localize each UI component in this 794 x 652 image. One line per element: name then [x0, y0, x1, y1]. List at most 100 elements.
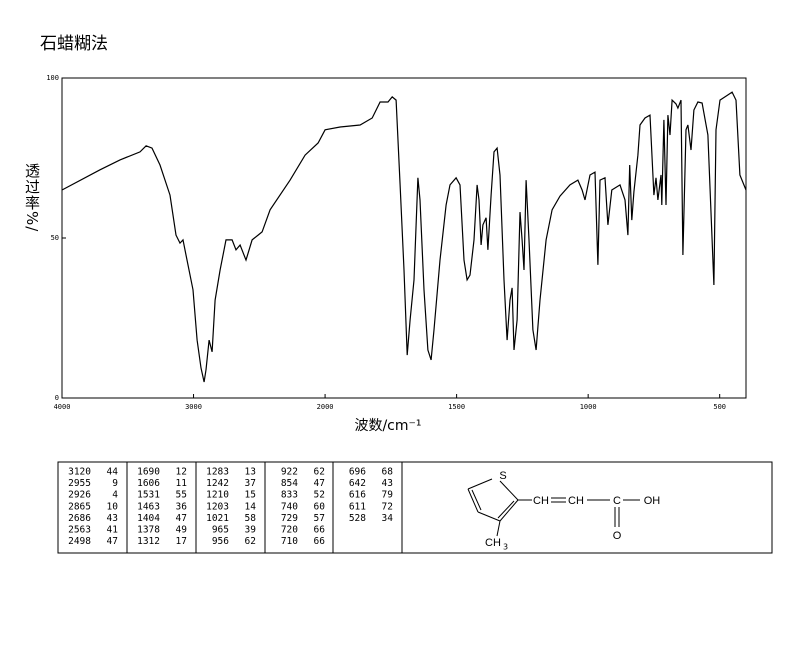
- peak-wavenumber: 922: [281, 467, 298, 478]
- x-axis-label: 波数/cm⁻¹: [354, 418, 421, 434]
- y-tick-label: 0: [55, 394, 59, 402]
- peak-transmittance: 14: [245, 501, 257, 512]
- peak-transmittance: 62: [314, 467, 325, 478]
- y-tick-label: 50: [51, 234, 59, 242]
- atom-label: CH: [533, 495, 549, 507]
- structure: [467, 478, 640, 537]
- peak-wavenumber: 696: [349, 467, 366, 478]
- bond: [499, 480, 519, 501]
- atom-label: O: [613, 530, 622, 542]
- peak-wavenumber: 956: [212, 536, 229, 547]
- peak-transmittance: 12: [176, 467, 187, 478]
- atom-label: OH: [644, 495, 661, 507]
- peak-wavenumber: 1690: [137, 467, 160, 478]
- spectrum-line: [61, 91, 747, 383]
- peak-wavenumber: 729: [281, 513, 298, 524]
- peak-wavenumber: 3120: [68, 467, 91, 478]
- peak-transmittance: 60: [314, 501, 326, 512]
- peak-transmittance: 47: [314, 478, 325, 489]
- peak-transmittance: 44: [107, 467, 119, 478]
- peak-transmittance: 17: [176, 536, 187, 547]
- peak-transmittance: 43: [107, 513, 118, 524]
- peak-wavenumber: 1606: [137, 478, 160, 489]
- atom-label: CH: [485, 537, 501, 549]
- peak-transmittance: 49: [176, 525, 188, 536]
- peak-transmittance: 62: [245, 536, 256, 547]
- atom-subscript: 3: [503, 543, 508, 552]
- x-tick-label: 3000: [185, 403, 202, 411]
- peak-transmittance: 36: [176, 501, 188, 512]
- peak-transmittance: 47: [176, 513, 187, 524]
- peak-wavenumber: 1378: [137, 525, 160, 536]
- peak-transmittance: 37: [245, 478, 256, 489]
- bond: [497, 500, 515, 519]
- peak-transmittance: 66: [314, 536, 326, 547]
- peak-transmittance: 41: [107, 525, 119, 536]
- peak-wavenumber: 833: [281, 490, 298, 501]
- peak-transmittance: 13: [245, 467, 256, 478]
- peak-wavenumber: 2563: [68, 525, 91, 536]
- peak-wavenumber: 965: [212, 525, 229, 536]
- peak-wavenumber: 642: [349, 478, 366, 489]
- bond: [477, 511, 501, 522]
- peak-wavenumber: 854: [281, 478, 298, 489]
- peak-wavenumber: 740: [281, 501, 298, 512]
- bond: [496, 520, 501, 537]
- x-tick-label: 500: [713, 403, 726, 411]
- bond: [467, 488, 479, 513]
- peak-transmittance: 47: [107, 536, 118, 547]
- peak-wavenumber: 2686: [68, 513, 91, 524]
- peak-wavenumber: 616: [349, 490, 366, 501]
- peak-transmittance: 9: [112, 478, 118, 489]
- peak-transmittance: 43: [382, 478, 393, 489]
- peak-transmittance: 34: [382, 513, 394, 524]
- x-tick-label: 2000: [317, 403, 334, 411]
- peak-wavenumber: 2955: [68, 478, 91, 489]
- peak-wavenumber: 710: [281, 536, 298, 547]
- peak-wavenumber: 2926: [68, 490, 91, 501]
- y-axis-label: 透过率%/: [23, 163, 41, 233]
- peak-transmittance: 52: [314, 490, 325, 501]
- peak-wavenumber: 720: [281, 525, 298, 536]
- peak-wavenumber: 1242: [206, 478, 229, 489]
- atom-label: S: [499, 470, 506, 482]
- peak-transmittance: 68: [382, 467, 394, 478]
- peak-wavenumber: 1531: [137, 490, 160, 501]
- peak-wavenumber: 528: [349, 513, 366, 524]
- peak-wavenumber: 1203: [206, 501, 229, 512]
- peak-transmittance: 11: [176, 478, 188, 489]
- peak-transmittance: 72: [382, 501, 393, 512]
- peak-wavenumber: 2865: [68, 501, 91, 512]
- bond: [467, 478, 493, 490]
- x-tick-label: 4000: [54, 403, 71, 411]
- peak-transmittance: 15: [245, 490, 256, 501]
- x-tick-label: 1000: [580, 403, 597, 411]
- peak-transmittance: 79: [382, 490, 394, 501]
- peak-transmittance: 55: [176, 490, 187, 501]
- peak-transmittance: 58: [245, 513, 257, 524]
- peak-transmittance: 39: [245, 525, 257, 536]
- plot-frame: [61, 77, 747, 399]
- peak-wavenumber: 1404: [137, 513, 160, 524]
- chart-title: 石蜡糊法: [40, 34, 108, 54]
- bond: [471, 489, 482, 511]
- peak-wavenumber: 1283: [206, 467, 229, 478]
- table-frame: [57, 461, 773, 554]
- peak-transmittance: 66: [314, 525, 326, 536]
- y-tick-label: 100: [46, 74, 59, 82]
- atom-label: CH: [568, 495, 584, 507]
- x-tick-label: 1500: [448, 403, 465, 411]
- peak-wavenumber: 1210: [206, 490, 229, 501]
- peak-wavenumber: 611: [349, 501, 366, 512]
- peak-wavenumber: 1463: [137, 501, 160, 512]
- peak-wavenumber: 1021: [206, 513, 229, 524]
- peak-wavenumber: 2498: [68, 536, 91, 547]
- peak-table: [57, 461, 773, 554]
- peak-wavenumber: 1312: [137, 536, 160, 547]
- peak-transmittance: 10: [107, 501, 119, 512]
- peak-transmittance: 4: [112, 490, 118, 501]
- atom-label: C: [613, 495, 621, 507]
- bond: [499, 499, 519, 522]
